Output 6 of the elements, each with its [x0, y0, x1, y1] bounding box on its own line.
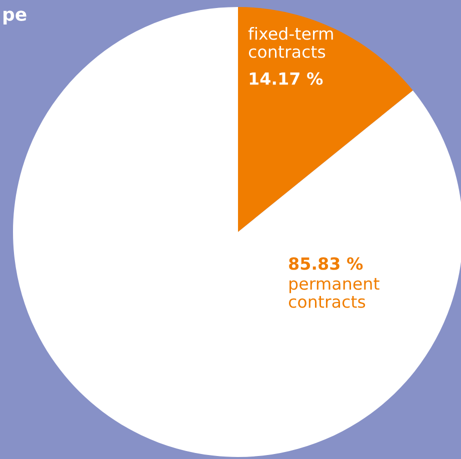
data-label: 14.17 % [250, 72, 323, 85]
slice-label: fixed-term contracts [248, 27, 333, 58]
chart-title: pe [4, 10, 26, 24]
slice-label: permanent contracts [288, 278, 380, 308]
pie-slice [238, 7, 413, 232]
data-label: 85.83 % [289, 257, 363, 270]
